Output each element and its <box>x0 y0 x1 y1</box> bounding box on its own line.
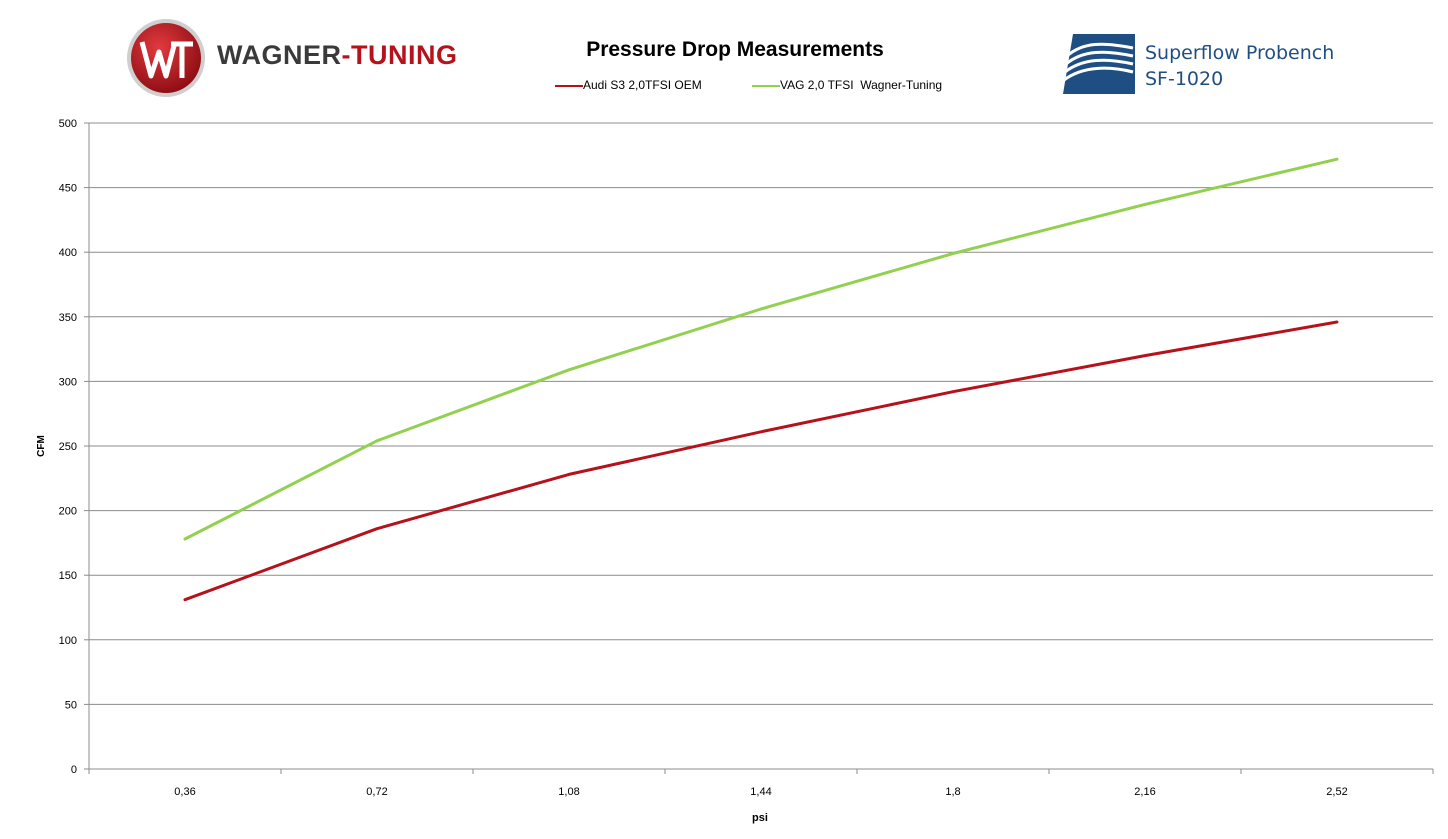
x-tick-label: 0,72 <box>366 786 387 798</box>
y-tick-label: 100 <box>59 635 77 647</box>
y-tick-label: 500 <box>59 118 77 130</box>
chart-title: Pressure Drop Measurements <box>586 38 884 61</box>
x-tick-label: 1,8 <box>945 786 960 798</box>
y-tick-label: 200 <box>59 506 77 518</box>
superflow-line2: SF-1020 <box>1145 68 1224 90</box>
x-tick-label: 2,52 <box>1326 786 1347 798</box>
legend-label-oem: Audi S3 2,0TFSI OEM <box>583 78 702 92</box>
y-tick-label: 250 <box>59 441 77 453</box>
y-tick-labels: 0 50 100 150 200 250 300 350 400 450 500 <box>59 118 77 776</box>
x-tick-labels: 0,36 0,72 1,08 1,44 1,8 2,16 2,52 <box>174 786 1347 798</box>
legend-swatch-wagner <box>752 85 780 87</box>
y-axis-label: CFM <box>36 435 47 457</box>
superflow-logo-icon <box>1063 34 1135 94</box>
x-tick-label: 0,36 <box>174 786 195 798</box>
legend-label-wagner: VAG 2,0 TFSI Wagner-Tuning <box>780 78 943 92</box>
y-tick-label: 400 <box>59 247 77 259</box>
y-tick-label: 450 <box>59 183 77 195</box>
y-tick-label: 300 <box>59 376 77 388</box>
x-axis-label: psi <box>752 812 768 824</box>
superflow-line1: Superflow Probench <box>1145 42 1335 64</box>
series-lines <box>183 157 1339 602</box>
series-line-oem <box>183 320 1339 602</box>
x-tick-label: 1,08 <box>558 786 579 798</box>
series-line-wagner <box>183 157 1339 541</box>
x-tick-label: 1,44 <box>750 786 771 798</box>
wagner-tuning-wordmark: WAGNER-TUNING <box>217 40 457 71</box>
wordmark-part1: WAGNER <box>217 40 342 70</box>
y-tick-label: 50 <box>65 699 77 711</box>
y-tick-label: 150 <box>59 570 77 582</box>
legend-swatch-oem <box>555 85 583 87</box>
wagner-tuning-logo-icon <box>127 19 205 97</box>
gridlines <box>89 122 1433 705</box>
axes <box>84 122 1434 774</box>
superflow-text: Superflow Probench SF-1020 <box>1145 40 1334 92</box>
y-tick-label: 350 <box>59 312 77 324</box>
x-tick-label: 2,16 <box>1134 786 1155 798</box>
y-tick-label: 0 <box>71 764 77 776</box>
wordmark-part2: -TUNING <box>341 40 458 70</box>
